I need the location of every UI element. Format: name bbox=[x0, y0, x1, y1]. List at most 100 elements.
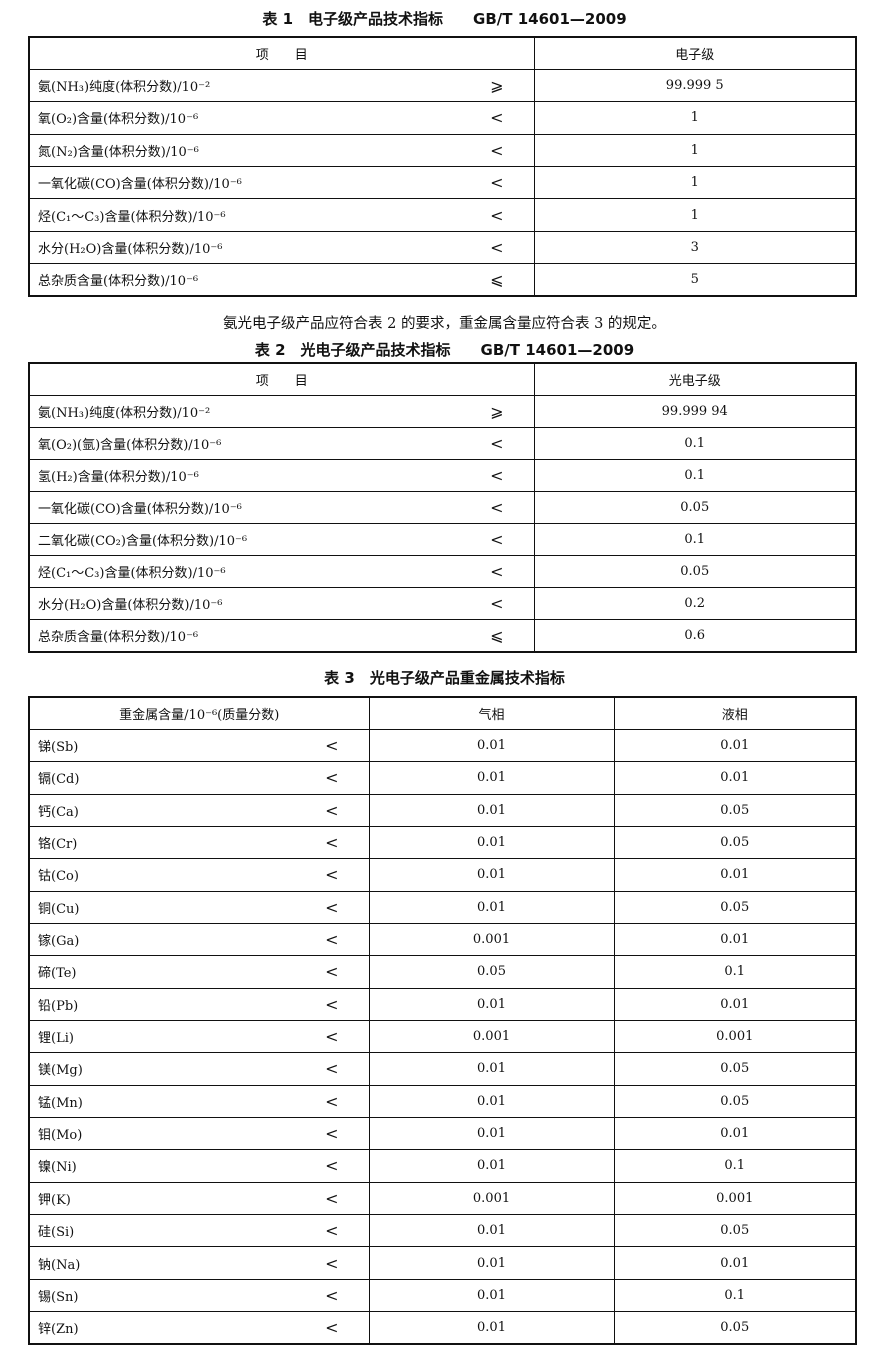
operator-symbol: ⩾ bbox=[490, 401, 504, 421]
liquid-value: 0.001 bbox=[613, 1181, 857, 1216]
liquid-value: 0.05 bbox=[613, 1311, 857, 1345]
table3-caption: 表 3 光电子级产品重金属技术指标 bbox=[324, 669, 565, 687]
item-cell: < 钾(K) bbox=[28, 1181, 370, 1216]
item-label: 铅(Pb) bbox=[38, 998, 79, 1014]
operator-symbol: < bbox=[325, 962, 339, 982]
gas-value: 0.01 bbox=[368, 728, 615, 763]
item-cell: < 锰(Mn) bbox=[28, 1084, 370, 1118]
operator-symbol: < bbox=[490, 497, 504, 517]
item-label: 钼(Mo) bbox=[38, 1128, 83, 1144]
item-cell: < 铬(Cr) bbox=[28, 825, 370, 860]
liquid-value: 0.01 bbox=[613, 728, 857, 763]
item-label: 二氧化碳(CO₂)含量(体积分数)/10⁻⁶ bbox=[38, 534, 248, 550]
item-cell: < 氢(H₂)含量(体积分数)/10⁻⁶ bbox=[28, 458, 535, 492]
value-value: 5 bbox=[533, 263, 857, 297]
operator-symbol: < bbox=[490, 140, 504, 160]
item-cell: ⩾ 氨(NH₃)纯度(体积分数)/10⁻² bbox=[28, 68, 535, 103]
table1: 项 目 电子级 ⩾ 氨(NH₃)纯度(体积分数)/10⁻² 99.999 5 < 氧(O… bbox=[28, 36, 857, 298]
gas-value: 0.01 bbox=[368, 1149, 615, 1183]
item-cell: ⩽ 总杂质含量(体积分数)/10⁻⁶ bbox=[28, 263, 535, 297]
item-cell: < 钠(Na) bbox=[28, 1246, 370, 1280]
value-value: 1 bbox=[533, 133, 857, 168]
liquid-value: 0.05 bbox=[613, 1213, 857, 1248]
value-value: 99.999 94 bbox=[533, 394, 857, 428]
item-label: 锂(Li) bbox=[38, 1031, 74, 1047]
item-label: 钙(Ca) bbox=[38, 804, 79, 820]
value-value: 0.05 bbox=[533, 490, 857, 524]
item-label: 氧(O₂)(氩)含量(体积分数)/10⁻⁶ bbox=[38, 437, 222, 453]
value-value: 0.6 bbox=[533, 619, 857, 653]
header-gas: 气相 bbox=[368, 696, 615, 730]
table2-caption: 表 2 光电子级产品技术指标 GB/T 14601—2009 bbox=[254, 341, 635, 359]
item-cell: < 锂(Li) bbox=[28, 1019, 370, 1054]
table-header-row: 重金属含量/10⁻⁶(质量分数) 气相 液相 bbox=[28, 696, 857, 730]
operator-symbol: < bbox=[325, 736, 339, 756]
item-label: 烃(C₁～C₃)含量(体积分数)/10⁻⁶ bbox=[38, 566, 226, 582]
item-label: 锑(Sb) bbox=[38, 740, 79, 756]
item-cell: < 铜(Cu) bbox=[28, 890, 370, 924]
table-row: < 锡(Sn) 0.01 0.1 bbox=[28, 1278, 857, 1313]
item-cell: < 氧(O₂)(氩)含量(体积分数)/10⁻⁶ bbox=[28, 426, 535, 460]
table-row: < 氮(N₂)含量(体积分数)/10⁻⁶ 1 bbox=[28, 133, 857, 168]
item-label: 锡(Sn) bbox=[38, 1289, 79, 1305]
table-row: < 铜(Cu) 0.01 0.05 bbox=[28, 890, 857, 924]
table-row: < 水分(H₂O)含量(体积分数)/10⁻⁶ 0.2 bbox=[28, 587, 857, 621]
item-cell: < 铅(Pb) bbox=[28, 987, 370, 1021]
liquid-value: 0.1 bbox=[613, 1149, 857, 1183]
liquid-value: 0.01 bbox=[613, 1246, 857, 1280]
item-cell: < 烃(C₁～C₃)含量(体积分数)/10⁻⁶ bbox=[28, 198, 535, 232]
item-label: 氧(O₂)含量(体积分数)/10⁻⁶ bbox=[38, 112, 199, 128]
table-row: ⩽ 总杂质含量(体积分数)/10⁻⁶ 5 bbox=[28, 263, 857, 297]
table-row: < 氢(H₂)含量(体积分数)/10⁻⁶ 0.1 bbox=[28, 458, 857, 492]
table1-caption: 表 1 电子级产品技术指标 GB/T 14601—2009 bbox=[262, 10, 627, 28]
operator-symbol: < bbox=[325, 1124, 339, 1144]
item-label: 氨(NH₃)纯度(体积分数)/10⁻² bbox=[38, 80, 211, 96]
gas-value: 0.01 bbox=[368, 793, 615, 827]
item-label: 铜(Cu) bbox=[38, 901, 80, 917]
table-header-row: 项 目 电子级 bbox=[28, 36, 857, 70]
table-row: ⩾ 氨(NH₃)纯度(体积分数)/10⁻² 99.999 94 bbox=[28, 394, 857, 428]
item-cell: < 镉(Cd) bbox=[28, 761, 370, 795]
item-label: 氮(N₂)含量(体积分数)/10⁻⁶ bbox=[38, 144, 199, 160]
table-row: < 一氧化碳(CO)含量(体积分数)/10⁻⁶ 0.05 bbox=[28, 490, 857, 524]
table-row: < 锂(Li) 0.001 0.001 bbox=[28, 1019, 857, 1054]
liquid-value: 0.001 bbox=[613, 1019, 857, 1054]
item-label: 镁(Mg) bbox=[38, 1063, 83, 1079]
gas-value: 0.01 bbox=[368, 1116, 615, 1151]
item-label: 烃(C₁～C₃)含量(体积分数)/10⁻⁶ bbox=[38, 209, 226, 225]
operator-symbol: ⩽ bbox=[490, 270, 504, 290]
table-row: < 碲(Te) 0.05 0.1 bbox=[28, 955, 857, 989]
item-label: 钠(Na) bbox=[38, 1257, 81, 1273]
table-row: < 镁(Mg) 0.01 0.05 bbox=[28, 1052, 857, 1086]
gas-value: 0.001 bbox=[368, 1181, 615, 1216]
item-cell: < 氮(N₂)含量(体积分数)/10⁻⁶ bbox=[28, 133, 535, 168]
operator-symbol: < bbox=[490, 238, 504, 258]
gas-value: 0.001 bbox=[368, 1019, 615, 1054]
item-cell: < 水分(H₂O)含量(体积分数)/10⁻⁶ bbox=[28, 587, 535, 621]
table-row: < 钾(K) 0.001 0.001 bbox=[28, 1181, 857, 1216]
value-value: 0.1 bbox=[533, 426, 857, 460]
liquid-value: 0.01 bbox=[613, 1116, 857, 1151]
item-cell: < 一氧化碳(CO)含量(体积分数)/10⁻⁶ bbox=[28, 166, 535, 200]
item-label: 镍(Ni) bbox=[38, 1160, 77, 1176]
item-label: 氨(NH₃)纯度(体积分数)/10⁻² bbox=[38, 405, 211, 421]
item-label: 钾(K) bbox=[38, 1192, 71, 1208]
item-label: 碲(Te) bbox=[38, 966, 77, 982]
operator-symbol: < bbox=[325, 800, 339, 820]
gas-value: 0.01 bbox=[368, 1311, 615, 1345]
operator-symbol: < bbox=[325, 833, 339, 853]
item-label: 一氧化碳(CO)含量(体积分数)/10⁻⁶ bbox=[38, 501, 242, 517]
item-cell: < 钴(Co) bbox=[28, 858, 370, 892]
table3: 重金属含量/10⁻⁶(质量分数) 气相 液相 < 锑(Sb) 0.01 0.01 < 镉(… bbox=[28, 696, 857, 1345]
table-row: < 钴(Co) 0.01 0.01 bbox=[28, 858, 857, 892]
item-label: 总杂质含量(体积分数)/10⁻⁶ bbox=[38, 630, 199, 646]
liquid-value: 0.01 bbox=[613, 858, 857, 892]
operator-symbol: < bbox=[490, 530, 504, 550]
operator-symbol: < bbox=[325, 865, 339, 885]
item-label: 总杂质含量(体积分数)/10⁻⁶ bbox=[38, 274, 199, 290]
value-value: 0.2 bbox=[533, 587, 857, 621]
gas-value: 0.001 bbox=[368, 922, 615, 957]
liquid-value: 0.01 bbox=[613, 922, 857, 957]
table-row: < 锑(Sb) 0.01 0.01 bbox=[28, 728, 857, 763]
item-cell: ⩾ 氨(NH₃)纯度(体积分数)/10⁻² bbox=[28, 394, 535, 428]
